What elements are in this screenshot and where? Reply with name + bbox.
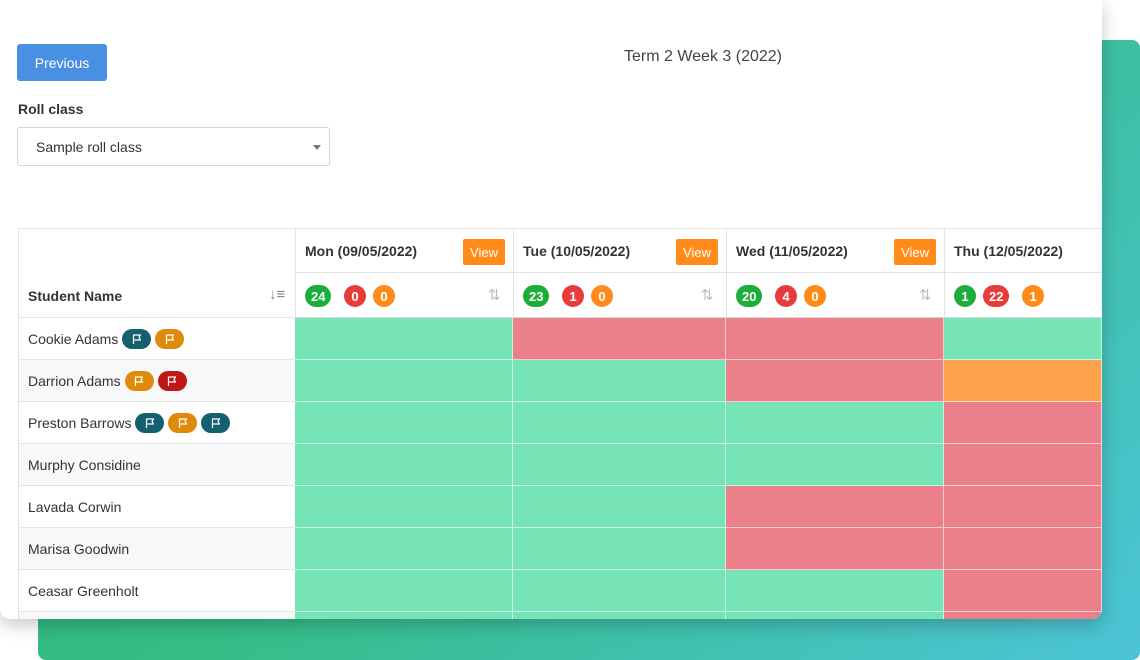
student-name: Lavada Corwin <box>28 498 122 515</box>
present-count-badge: 24 <box>305 285 332 307</box>
student-name: Ceasar Greenholt <box>28 582 139 599</box>
sort-icon[interactable]: ⇅ <box>919 287 932 304</box>
sort-icon[interactable]: ⇅ <box>488 287 501 304</box>
attendance-cell-absent[interactable] <box>726 318 944 360</box>
late-count-badge: 0 <box>804 285 826 307</box>
attendance-cell-present[interactable] <box>726 444 944 486</box>
student-name: Marisa Goodwin <box>28 540 130 557</box>
view-day-button[interactable]: View <box>676 239 718 265</box>
day-counts: 1 22 1 <box>945 273 1102 318</box>
attendance-cell-present[interactable] <box>295 360 513 402</box>
roll-class-select[interactable]: Sample roll class <box>17 127 330 166</box>
day-column: Mon (09/05/2022) View 24 0 0 ⇅ <box>295 228 513 619</box>
attendance-cell-present[interactable] <box>295 486 513 528</box>
attendance-cell-present[interactable] <box>295 402 513 444</box>
flag-icon[interactable] <box>157 370 187 391</box>
absent-count-badge: 22 <box>983 285 1010 307</box>
attendance-cell-present[interactable] <box>513 528 726 570</box>
absent-count-badge: 1 <box>562 285 584 307</box>
student-row-name[interactable] <box>18 612 295 619</box>
attendance-cell-present[interactable] <box>726 402 944 444</box>
day-column: Wed (11/05/2022) View 20 4 0 ⇅ <box>726 228 944 619</box>
flag-icon[interactable] <box>122 328 152 349</box>
present-count-badge: 1 <box>954 285 976 307</box>
student-name-header-label: Student Name <box>28 288 123 304</box>
chevron-down-icon <box>313 145 321 150</box>
student-name: Cookie Adams <box>28 330 119 347</box>
term-title: Term 2 Week 3 (2022) <box>624 48 782 65</box>
present-count-badge: 20 <box>736 285 763 307</box>
attendance-grid: Student Name ↓≡ Mon (09/05/2022) View 24 0 0… <box>18 228 1102 619</box>
flag-icon[interactable] <box>168 412 198 433</box>
attendance-cell-present[interactable] <box>295 528 513 570</box>
attendance-cell-present[interactable] <box>513 444 726 486</box>
attendance-cell-present[interactable] <box>513 360 726 402</box>
attendance-cell-absent[interactable] <box>726 360 944 402</box>
student-row-name[interactable]: Lavada Corwin <box>18 486 295 528</box>
attendance-cell-late[interactable] <box>944 360 1102 402</box>
view-day-button[interactable]: View <box>894 239 936 265</box>
day-header: Tue (10/05/2022) View <box>514 228 726 273</box>
late-count-badge: 1 <box>1022 285 1044 307</box>
attendance-cell-present[interactable] <box>513 570 726 612</box>
attendance-cell-present[interactable] <box>295 318 513 360</box>
late-count-badge: 0 <box>373 285 395 307</box>
present-count-badge: 23 <box>523 285 550 307</box>
attendance-cell-absent[interactable] <box>944 570 1102 612</box>
roll-class-label: Roll class <box>18 101 84 117</box>
flag-icon[interactable] <box>201 412 231 433</box>
attendance-cell-absent[interactable] <box>513 318 726 360</box>
attendance-cell-present[interactable] <box>513 612 726 619</box>
attendance-cell-absent[interactable] <box>726 486 944 528</box>
attendance-cell-present[interactable] <box>295 570 513 612</box>
day-counts: 24 0 0 ⇅ <box>296 273 513 318</box>
day-header: Thu (12/05/2022) <box>945 228 1102 273</box>
attendance-cell-absent[interactable] <box>944 528 1102 570</box>
day-label: Wed (11/05/2022) <box>736 243 848 259</box>
student-name: Preston Barrows <box>28 414 132 431</box>
day-column: Thu (12/05/2022) 1 22 1 <box>944 228 1102 619</box>
day-label: Tue (10/05/2022) <box>523 243 631 259</box>
student-row-name[interactable]: Preston Barrows <box>18 402 295 444</box>
day-counts: 23 1 0 ⇅ <box>514 273 726 318</box>
student-row-name[interactable]: Marisa Goodwin <box>18 528 295 570</box>
day-label: Thu (12/05/2022) <box>954 243 1063 259</box>
student-row-name[interactable]: Cookie Adams <box>18 318 295 360</box>
flag-icon[interactable] <box>135 412 165 433</box>
attendance-cell-absent[interactable] <box>944 444 1102 486</box>
student-name-header: Student Name ↓≡ <box>18 228 295 318</box>
day-header: Mon (09/05/2022) View <box>296 228 513 273</box>
student-name: Darrion Adams <box>28 372 121 389</box>
flag-icon[interactable] <box>124 370 154 391</box>
student-row-name[interactable]: Ceasar Greenholt <box>18 570 295 612</box>
student-name: Murphy Considine <box>28 456 141 473</box>
sort-icon[interactable]: ⇅ <box>701 287 714 304</box>
absent-count-badge: 4 <box>775 285 797 307</box>
sort-icon[interactable]: ↓≡ <box>269 286 286 303</box>
attendance-cell-present[interactable] <box>726 612 944 619</box>
roll-class-value: Sample roll class <box>36 138 142 155</box>
view-day-button[interactable]: View <box>463 239 505 265</box>
student-row-name[interactable]: Murphy Considine <box>18 444 295 486</box>
attendance-cell-absent[interactable] <box>944 402 1102 444</box>
absent-count-badge: 0 <box>344 285 366 307</box>
attendance-cell-present[interactable] <box>726 570 944 612</box>
day-header: Wed (11/05/2022) View <box>727 228 944 273</box>
previous-button[interactable]: Previous <box>17 44 107 81</box>
late-count-badge: 0 <box>591 285 613 307</box>
attendance-cell-present[interactable] <box>295 612 513 619</box>
day-counts: 20 4 0 ⇅ <box>727 273 944 318</box>
day-column: Tue (10/05/2022) View 23 1 0 ⇅ <box>513 228 726 619</box>
attendance-cell-absent[interactable] <box>944 486 1102 528</box>
attendance-cell-present[interactable] <box>944 318 1102 360</box>
attendance-cell-present[interactable] <box>513 402 726 444</box>
student-row-name[interactable]: Darrion Adams <box>18 360 295 402</box>
attendance-cell-absent[interactable] <box>726 528 944 570</box>
attendance-cell-absent[interactable] <box>944 612 1102 619</box>
attendance-cell-present[interactable] <box>513 486 726 528</box>
attendance-cell-present[interactable] <box>295 444 513 486</box>
flag-icon[interactable] <box>155 328 185 349</box>
day-label: Mon (09/05/2022) <box>305 243 418 259</box>
attendance-card: Previous Term 2 Week 3 (2022) Roll class… <box>17 44 1102 619</box>
